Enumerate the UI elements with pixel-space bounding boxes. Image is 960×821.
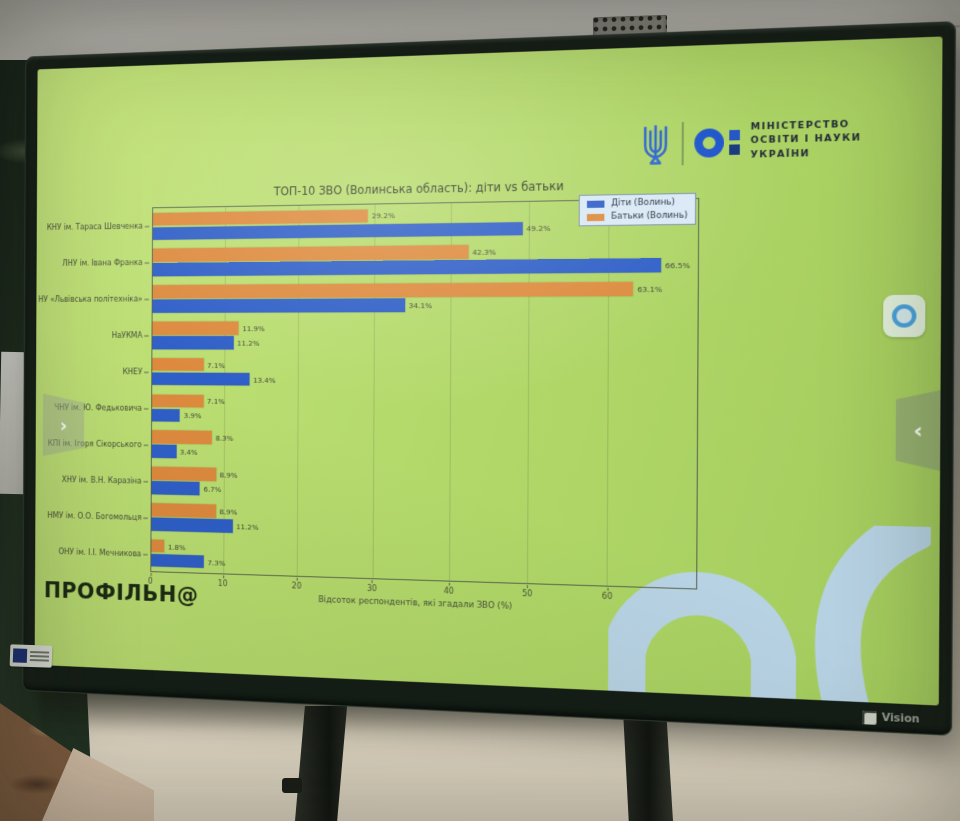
tv-stand-leg-left	[295, 706, 348, 821]
legend-entry: Батьки (Волинь)	[587, 210, 688, 222]
bar-parents	[152, 209, 368, 226]
bar-value-label: 11.2%	[236, 521, 259, 532]
bar-value-label: 63.1%	[637, 284, 663, 294]
bar-parents	[152, 394, 204, 408]
bar-children	[152, 336, 234, 350]
o-ring-icon	[694, 128, 724, 158]
bar-value-label: 42.3%	[472, 247, 497, 257]
tryzub-icon	[640, 122, 672, 166]
tv-display: МІНІСТЕРСТВО ОСВІТИ І НАУКИ УКРАЇНИ ТОП-…	[22, 21, 957, 736]
assistive-touch-button[interactable]	[883, 294, 926, 338]
x-tick-label: 30	[366, 583, 377, 594]
vision-brand-label: Vision	[881, 712, 920, 726]
bar-parents	[151, 430, 212, 445]
bar-parents	[152, 281, 634, 299]
tv-stand-leg-right	[623, 716, 673, 821]
x-tick-label: 40	[443, 586, 454, 596]
x-tick-label: 10	[217, 579, 228, 589]
plot-area: Діти (Волинь) Батьки (Волинь) 29.2% 49.2% 4…	[150, 192, 700, 590]
bar-parents	[152, 321, 239, 335]
chevron-right-icon: ›	[59, 413, 68, 437]
ministry-logo: МІНІСТЕРСТВО ОСВІТИ І НАУКИ УКРАЇНИ	[640, 117, 862, 166]
ministry-line3: УКРАЇНИ	[750, 148, 811, 161]
display-screen[interactable]: МІНІСТЕРСТВО ОСВІТИ І НАУКИ УКРАЇНИ ТОП-…	[34, 36, 943, 706]
category-label: ОНУ ім. І.І. Мечникова	[58, 546, 142, 558]
circle-icon	[891, 304, 917, 328]
bar-children	[152, 372, 250, 387]
bar-children	[151, 444, 177, 459]
bar-value-label: 66.5%	[665, 260, 691, 271]
bar-value-label: 8.9%	[219, 470, 238, 480]
bar-value-label: 8.3%	[215, 433, 234, 443]
logo-divider	[681, 122, 684, 166]
bar-value-label: 6.7%	[203, 484, 222, 494]
eu-flag-icon	[12, 648, 28, 663]
bar-children	[152, 298, 405, 313]
display-bezel: МІНІСТЕРСТВО ОСВІТИ І НАУКИ УКРАЇНИ ТОП-…	[22, 21, 957, 736]
legend-entry: Діти (Волинь)	[587, 197, 687, 209]
bar-parents	[151, 539, 165, 553]
ministry-o-icon	[694, 128, 740, 158]
category-label: КНУ ім. Тараса Шевченка	[46, 221, 143, 232]
bar-value-label: 11.2%	[237, 338, 260, 348]
vision-logo-icon	[861, 710, 877, 725]
bar-children	[151, 517, 233, 533]
bar-value-label: 49.2%	[526, 223, 551, 234]
category-label: ЛНУ ім. Івана Франка	[62, 257, 143, 268]
category-label: ХНУ ім. В.Н. Каразіна	[61, 474, 142, 486]
x-tick-label: 20	[291, 581, 302, 591]
chevron-left-icon: ‹	[913, 417, 923, 444]
category-label: НМУ ім. О.О. Богомольця	[47, 510, 142, 522]
device-brand: Vision	[861, 710, 920, 726]
tv-stand-bracket	[282, 778, 302, 793]
bar-value-label: 3.9%	[183, 411, 202, 421]
x-tick-label: 60	[601, 591, 613, 602]
legend-label: Батьки (Волинь)	[610, 210, 688, 222]
bar-children	[151, 481, 200, 496]
ministry-name: МІНІСТЕРСТВО ОСВІТИ І НАУКИ УКРАЇНИ	[750, 118, 861, 163]
y-axis-labels: КНУ ім. Тараса Шевченка ЛНУ ім. Івана Фра…	[35, 207, 148, 572]
bar-value-label: 7.1%	[207, 360, 225, 369]
bar-value-label: 11.9%	[242, 323, 265, 333]
bar-value-label: 8.9%	[219, 506, 238, 516]
o-colon-icon	[729, 129, 740, 155]
bar-parents	[151, 502, 216, 518]
x-tick-label: 50	[522, 588, 533, 599]
chart-legend: Діти (Волинь) Батьки (Волинь)	[579, 192, 697, 227]
bar-value-label: 13.4%	[253, 375, 276, 384]
bar-children	[151, 553, 204, 569]
sidebar-handle-left[interactable]: ›	[43, 394, 84, 457]
sticker-text-lines	[29, 650, 50, 662]
ministry-line2: ОСВІТИ І НАУКИ	[750, 133, 862, 147]
bar-children	[152, 408, 181, 422]
bar-value-label: 7.1%	[206, 396, 225, 406]
category-label: НУ «Львівська політехніка»	[38, 294, 143, 304]
bar-value-label: 34.1%	[408, 300, 433, 310]
eu-sticker	[9, 644, 53, 668]
category-label: НаУКМА	[111, 330, 143, 340]
sidebar-handle-right[interactable]: ‹	[896, 390, 941, 471]
bar-value-label: 1.8%	[167, 541, 186, 552]
bar-parents	[151, 466, 216, 481]
legend-swatch	[587, 213, 605, 221]
legend-swatch	[587, 200, 605, 208]
legend-label: Діти (Волинь)	[611, 197, 675, 209]
bar-value-label: 7.3%	[207, 557, 226, 567]
bar-value-label: 29.2%	[371, 210, 396, 221]
category-label: КНЕУ	[122, 367, 143, 376]
profilna-logo: ПРОФІЛЬН@	[43, 578, 199, 609]
bar-value-label: 3.4%	[179, 447, 198, 457]
bar-parents	[152, 357, 204, 372]
bar-parents	[152, 245, 469, 262]
